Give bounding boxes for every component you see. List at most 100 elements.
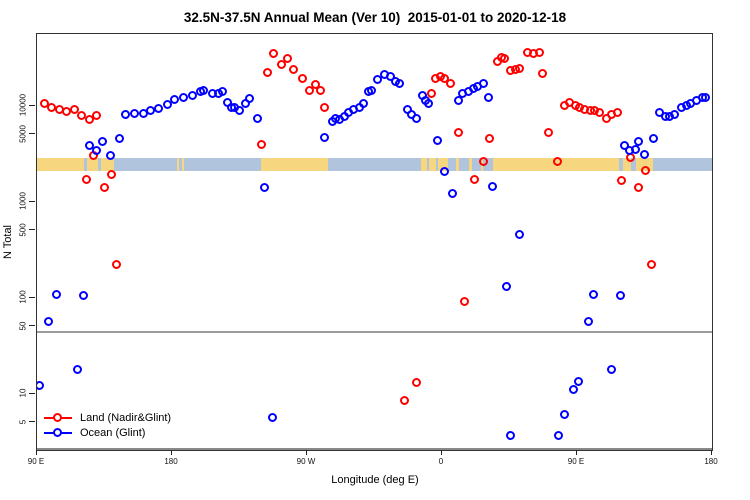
land-data-point	[69, 105, 79, 115]
ocean-data-point	[669, 109, 679, 119]
ocean-data-point	[488, 181, 498, 191]
ocean-data-point	[588, 290, 598, 300]
y-tick	[29, 104, 35, 106]
land-data-point	[288, 64, 298, 74]
ocean-data-point	[573, 376, 583, 386]
coverage-band-land	[181, 158, 184, 172]
land-data-point	[297, 74, 307, 84]
land-data-point	[641, 166, 651, 176]
coverage-band-land	[37, 158, 85, 172]
land-data-point	[453, 127, 463, 137]
land-series-marker-icon	[44, 412, 72, 424]
coverage-band-land	[260, 158, 328, 172]
land-data-point	[411, 378, 421, 388]
ocean-data-point	[78, 291, 88, 301]
land-data-point	[399, 395, 409, 405]
ocean-data-point	[320, 132, 330, 142]
ocean-data-point	[234, 106, 244, 116]
ocean-data-point	[506, 430, 516, 440]
y-tick	[29, 200, 35, 202]
x-tick	[170, 450, 172, 455]
ocean-data-point	[569, 385, 579, 395]
coverage-band-ocean	[619, 158, 623, 172]
x-axis-title: Longitude (deg E)	[331, 474, 419, 486]
coverage-band-land	[469, 158, 472, 172]
coverage-band-land	[421, 158, 427, 172]
y-tick-label: 10000	[18, 93, 28, 117]
ocean-data-point	[630, 144, 640, 154]
x-tick-label: 90 E	[27, 457, 45, 466]
ocean-data-point	[447, 189, 457, 199]
y-tick-label: 10	[18, 388, 28, 398]
y-tick-label: 500	[18, 223, 28, 237]
ocean-data-point	[423, 99, 433, 109]
legend-label-ocean: Ocean (Glint)	[80, 426, 146, 439]
ocean-data-point	[584, 316, 594, 326]
ocean-data-point	[84, 141, 94, 151]
coverage-band-land	[456, 158, 459, 172]
coverage-band-land	[429, 158, 436, 172]
ocean-data-point	[366, 85, 376, 95]
land-data-point	[647, 260, 657, 270]
ocean-data-point	[701, 92, 711, 102]
ocean-data-point	[359, 99, 369, 109]
x-tick-label: 180	[164, 457, 178, 466]
coverage-band-land	[176, 158, 179, 172]
y-tick-label: 50	[18, 321, 28, 331]
land-data-point	[617, 176, 627, 186]
land-data-point	[282, 53, 292, 63]
coverage-band-ocean	[448, 158, 457, 172]
legend-item-land: Land (Nadir&Glint)	[44, 410, 171, 425]
land-data-point	[515, 63, 525, 73]
coverage-band-land	[622, 158, 631, 172]
ocean-data-point	[260, 183, 270, 193]
ocean-series-marker-icon	[44, 427, 72, 439]
coverage-band-ocean	[84, 158, 88, 172]
ocean-data-point	[501, 282, 511, 292]
x-tick-label: 90 E	[567, 457, 585, 466]
coverage-band-ocean	[483, 158, 493, 172]
y-tick	[29, 229, 35, 231]
ocean-data-point	[639, 149, 649, 159]
coverage-band-ocean	[328, 158, 421, 172]
ocean-data-point	[648, 134, 658, 144]
x-tick	[305, 450, 307, 455]
land-data-point	[500, 53, 510, 63]
land-data-point	[276, 59, 286, 69]
land-data-point	[470, 174, 480, 184]
ocean-data-point	[453, 96, 463, 105]
land-data-point	[440, 74, 450, 84]
ocean-data-point	[98, 137, 108, 147]
ocean-data-point	[129, 108, 139, 118]
ocean-data-point	[153, 104, 163, 114]
x-tick-label: 180	[704, 457, 718, 466]
land-data-point	[446, 78, 456, 88]
ocean-data-point	[44, 316, 54, 326]
land-data-point	[543, 127, 553, 137]
coverage-band-land	[100, 158, 114, 172]
land-data-point	[479, 157, 489, 167]
ocean-data-point	[515, 230, 525, 240]
ocean-data-point	[114, 134, 124, 144]
x-axis-line	[37, 448, 712, 450]
y-tick	[29, 296, 35, 298]
legend-label-land: Land (Nadir&Glint)	[80, 411, 172, 424]
ocean-data-point	[179, 92, 189, 102]
x-tick	[35, 450, 37, 455]
ocean-data-point	[92, 146, 102, 156]
x-tick-label: 0	[438, 457, 444, 466]
y-tick	[29, 421, 35, 423]
coverage-band-ocean	[652, 158, 712, 172]
ocean-data-point	[37, 381, 45, 391]
ocean-data-point	[170, 94, 180, 104]
ocean-data-point	[105, 151, 115, 161]
land-data-point	[459, 296, 469, 306]
land-data-point	[320, 102, 330, 112]
ocean-data-point	[198, 85, 208, 95]
y-tick	[29, 325, 35, 327]
ocean-data-point	[554, 430, 564, 440]
land-data-point	[485, 134, 495, 144]
land-data-point	[81, 174, 91, 184]
y-axis-title: N Total	[2, 224, 14, 260]
